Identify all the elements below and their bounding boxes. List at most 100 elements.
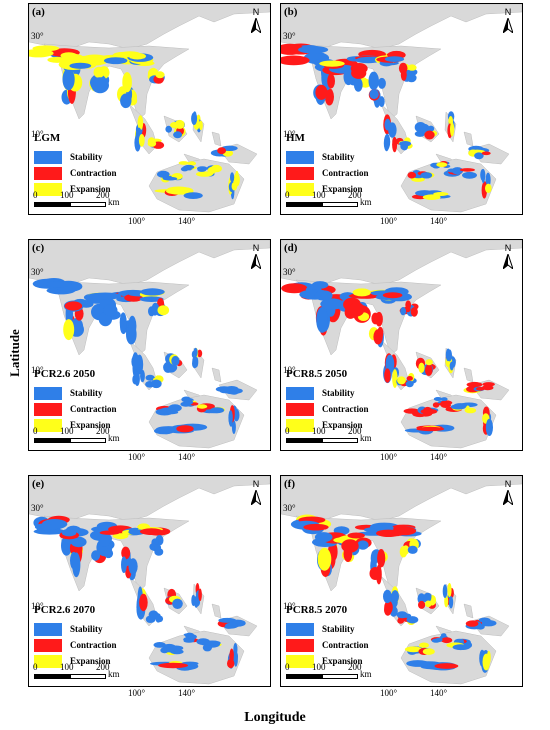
range-patch — [377, 326, 384, 339]
legend-item: Contraction — [286, 401, 369, 417]
range-patch — [424, 130, 435, 140]
north-arrow-icon: N — [500, 479, 516, 505]
range-patch — [172, 598, 183, 609]
range-patch — [478, 617, 491, 623]
range-patch — [193, 347, 198, 357]
range-patch — [99, 530, 120, 535]
distribution-map — [281, 4, 522, 213]
longitude-tick: 100° — [128, 688, 146, 698]
scale-tick: 200 — [96, 426, 110, 436]
range-patch — [400, 307, 406, 316]
map-panel-2: (b) N 30° 10° HM Stability Contraction Expansio… — [280, 3, 523, 215]
landmass-1 — [281, 240, 522, 286]
range-patch — [422, 648, 435, 655]
y-axis-label: Latitude — [7, 329, 22, 377]
range-patch — [425, 359, 433, 366]
range-patch — [447, 583, 452, 597]
legend-label: Expansion — [322, 420, 363, 430]
range-patch — [418, 600, 426, 609]
range-patch — [398, 62, 408, 74]
scale-tick: 200 — [348, 426, 362, 436]
legend-label: Contraction — [322, 640, 369, 650]
scale-tick: 100 — [60, 426, 74, 436]
range-patch — [235, 170, 239, 183]
range-patch — [317, 547, 332, 571]
latitude-tick: 10° — [31, 365, 44, 375]
range-patch — [63, 319, 75, 341]
distribution-map — [29, 4, 270, 213]
range-patch — [485, 183, 492, 193]
legend-swatch — [286, 386, 314, 400]
legend-label: Expansion — [70, 656, 111, 666]
legend-item: Stability — [286, 149, 369, 165]
range-patch — [474, 152, 484, 160]
range-patch — [181, 396, 192, 403]
range-patch — [375, 311, 383, 327]
range-patch — [410, 307, 418, 317]
landmass-1 — [29, 476, 270, 522]
range-patch — [480, 169, 486, 181]
range-patch — [229, 388, 240, 395]
landmass-9 — [148, 158, 245, 213]
range-patch — [93, 66, 105, 78]
range-patch — [453, 403, 468, 408]
landmass-6 — [211, 367, 222, 383]
legend-item: Stability — [34, 621, 117, 637]
scale-bar: 0 100 200 km — [281, 426, 522, 450]
landmass-1 — [281, 476, 522, 522]
range-patch — [405, 300, 412, 310]
scale-tick: 200 — [96, 190, 110, 200]
range-patch — [215, 386, 233, 393]
range-patch — [459, 168, 475, 172]
range-patch — [146, 616, 156, 623]
longitude-tick: 140° — [178, 216, 196, 226]
range-patch — [162, 643, 177, 651]
landmass-6 — [211, 131, 222, 147]
legend-item: Contraction — [34, 165, 117, 181]
range-patch — [414, 122, 427, 133]
scale-segment-light — [322, 674, 358, 679]
range-patch — [466, 381, 483, 388]
range-patch — [155, 615, 162, 623]
panel-label: (b) — [284, 6, 298, 18]
longitude-tick: 100° — [380, 452, 398, 462]
legend-swatch — [34, 402, 62, 416]
range-patch — [384, 56, 405, 62]
legend-item: Expansion — [286, 417, 369, 433]
range-patch — [465, 620, 479, 627]
range-patch — [149, 67, 157, 78]
landmass-6 — [463, 603, 474, 619]
legend: Stability Contraction Expansion — [34, 385, 117, 433]
range-patch — [327, 73, 335, 89]
scale-tick: 200 — [96, 662, 110, 672]
legend-label: Contraction — [70, 640, 117, 650]
range-patch — [376, 529, 401, 537]
range-patch — [166, 186, 191, 194]
range-patch — [407, 171, 417, 179]
range-patch — [176, 425, 194, 433]
legend-item: Stability — [286, 621, 369, 637]
legend-swatch — [286, 166, 314, 180]
legend-item: Expansion — [286, 653, 369, 669]
range-patch — [153, 642, 166, 648]
scale-unit: km — [108, 197, 120, 207]
range-patch — [165, 125, 172, 133]
range-patch — [148, 610, 159, 619]
range-patch — [403, 408, 421, 414]
latitude-tick: 30° — [31, 267, 44, 277]
distribution-map — [29, 476, 270, 685]
range-patch — [349, 302, 365, 317]
range-patch — [119, 51, 141, 58]
scale-tick: 0 — [33, 662, 38, 672]
legend-swatch — [286, 418, 314, 432]
scale-segment-light — [322, 202, 358, 207]
legend-label: Expansion — [322, 184, 363, 194]
range-patch — [225, 622, 239, 629]
range-patch — [151, 302, 160, 314]
scenario-title: LGM — [34, 132, 61, 144]
range-patch — [438, 402, 451, 406]
legend-item: Expansion — [34, 181, 117, 197]
legend-swatch — [34, 638, 62, 652]
range-patch — [89, 292, 122, 300]
range-patch — [137, 115, 144, 131]
